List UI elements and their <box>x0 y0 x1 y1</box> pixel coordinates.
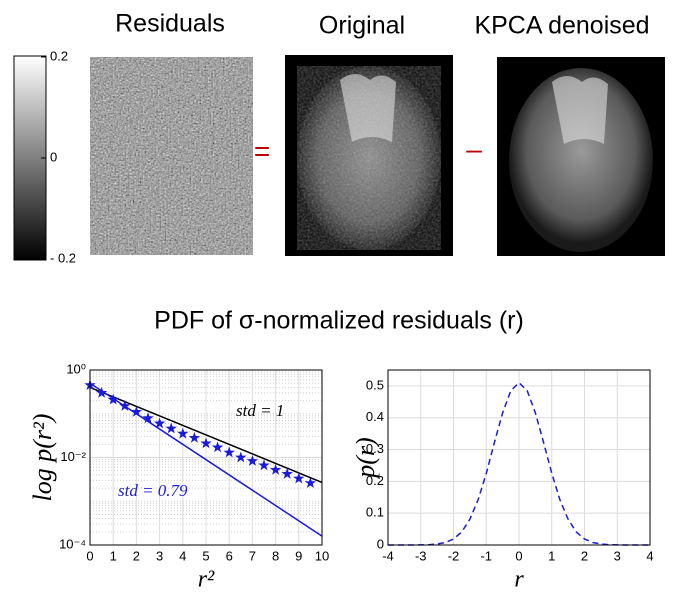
panel-title: KPCA denoised <box>474 12 649 40</box>
figure-subtitle: PDF of σ-normalized residuals (r) <box>154 307 524 335</box>
star-marker <box>142 412 154 424</box>
star-marker <box>235 451 247 463</box>
star-marker <box>304 477 317 488</box>
star-marker <box>153 417 166 429</box>
x-tick-label: 4 <box>646 548 653 563</box>
x-tick-label: 2 <box>133 548 140 563</box>
x-tick-label: 9 <box>295 548 302 563</box>
residual-image <box>90 57 253 255</box>
star-marker <box>258 459 270 471</box>
data-line <box>89 386 323 484</box>
star-marker <box>200 437 212 449</box>
star-marker <box>246 455 259 466</box>
x-tick-label: 0 <box>86 548 93 563</box>
data-line <box>89 382 323 537</box>
x-axis-label: r² <box>198 567 215 593</box>
x-tick-label: 7 <box>249 548 256 563</box>
star-marker <box>211 441 224 453</box>
x-tick-label: 10 <box>315 548 329 563</box>
x-axis-label: r <box>514 567 524 593</box>
x-tick-label: -1 <box>480 548 492 563</box>
colorbar-tick-label: 0.2 <box>50 48 68 63</box>
y-tick-label: 0 <box>377 536 384 551</box>
y-tick-label: 0.4 <box>366 409 384 424</box>
x-tick-label: 3 <box>156 548 163 563</box>
y-tick-label: 10⁻⁴ <box>59 536 86 551</box>
star-marker <box>223 446 235 458</box>
star-marker <box>177 427 189 439</box>
minus-sign: – <box>466 133 482 164</box>
y-tick-label: 10⁰ <box>66 361 86 376</box>
plot-frame <box>89 369 323 546</box>
x-tick-label: 8 <box>272 548 279 563</box>
colorbar <box>13 55 47 261</box>
star-marker <box>293 472 305 484</box>
original-image <box>285 55 453 256</box>
star-marker <box>165 422 177 434</box>
annotation: std = 0.79 <box>118 481 188 500</box>
star-marker <box>188 431 201 443</box>
x-tick-label: 6 <box>226 548 233 563</box>
y-tick-label: 0.5 <box>366 377 384 392</box>
star-marker <box>269 463 282 475</box>
x-tick-label: 2 <box>581 548 588 563</box>
x-tick-label: 5 <box>202 548 209 563</box>
y-tick-label: 0.3 <box>366 441 384 456</box>
colorbar-tick-label: - 0.2 <box>50 250 76 265</box>
x-tick-label: 4 <box>179 548 186 563</box>
x-tick-label: 1 <box>110 548 117 563</box>
y-axis-label: p(r) <box>351 437 380 479</box>
x-tick-label: 1 <box>548 548 555 563</box>
x-tick-label: -3 <box>415 548 427 563</box>
star-marker <box>95 386 108 398</box>
x-tick-label: 3 <box>614 548 621 563</box>
equals-sign: = <box>254 135 270 166</box>
star-marker <box>130 405 143 417</box>
star-marker <box>107 393 119 405</box>
y-tick-label: 0.1 <box>366 505 384 520</box>
panel-title: Residuals <box>115 10 225 38</box>
panel-title: Original <box>319 12 405 40</box>
y-tick-label: 0.2 <box>366 473 384 488</box>
x-tick-label: -4 <box>382 548 394 563</box>
star-marker <box>119 400 131 411</box>
x-tick-label: -2 <box>448 548 460 563</box>
denoised-image <box>497 57 665 256</box>
x-tick-label: 0 <box>515 548 522 563</box>
colorbar-tick-label: 0 <box>50 149 57 164</box>
plot-frame <box>387 369 651 546</box>
star-marker <box>281 468 293 479</box>
y-tick-label: 10⁻² <box>60 449 86 464</box>
y-axis-label: log p(r²) <box>28 414 57 502</box>
data-line <box>388 381 650 546</box>
annotation: std = 1 <box>236 401 284 420</box>
